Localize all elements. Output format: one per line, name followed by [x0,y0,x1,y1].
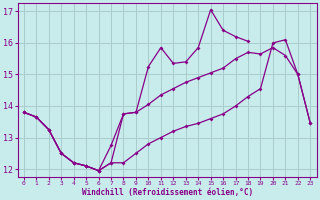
X-axis label: Windchill (Refroidissement éolien,°C): Windchill (Refroidissement éolien,°C) [82,188,253,197]
